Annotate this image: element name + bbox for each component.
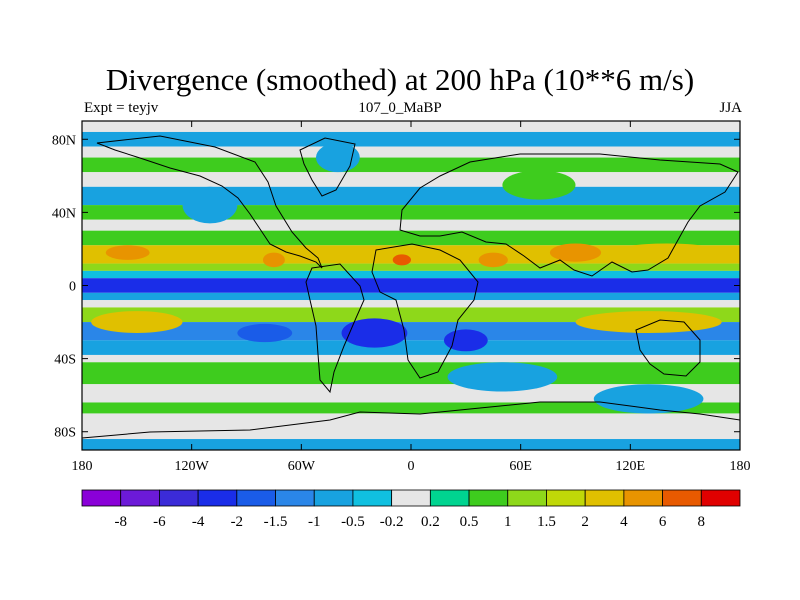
colorbar-swatch-8 bbox=[391, 489, 431, 507]
feature-2 bbox=[392, 254, 411, 266]
colorbar-label: -4 bbox=[192, 514, 205, 530]
y-tick-label: 40N bbox=[52, 206, 76, 221]
band-18 bbox=[82, 354, 740, 363]
band-5 bbox=[82, 186, 740, 206]
coast-north-america bbox=[96, 135, 323, 269]
band-6 bbox=[82, 205, 740, 220]
feature-3 bbox=[478, 252, 508, 268]
colorbar-swatch-13 bbox=[584, 489, 625, 507]
coast-africa bbox=[371, 243, 479, 379]
colorbar-label: 1.5 bbox=[537, 514, 556, 530]
feature-13 bbox=[182, 186, 238, 224]
colorbar-swatch-15 bbox=[662, 489, 702, 507]
band-1 bbox=[82, 131, 740, 147]
field-bands bbox=[82, 121, 740, 450]
colorbar-label: -1 bbox=[308, 514, 321, 530]
feature-6 bbox=[91, 311, 183, 334]
run-label: 107_0_MaBP bbox=[358, 100, 442, 116]
season-label: JJA bbox=[719, 100, 742, 116]
colorbar-swatch-14 bbox=[623, 489, 663, 507]
x-tick-label: 180 bbox=[72, 459, 93, 474]
colorbar-label: 6 bbox=[659, 514, 667, 530]
x-tick-label: 60W bbox=[288, 459, 316, 474]
colorbar-swatch-5 bbox=[275, 489, 315, 507]
feature-14 bbox=[502, 170, 576, 200]
colorbar-swatch-16 bbox=[700, 489, 741, 507]
colorbar-label: -2 bbox=[231, 514, 244, 530]
feature-4 bbox=[549, 243, 602, 262]
x-tick-label: 0 bbox=[408, 459, 415, 474]
experiment-label: Expt = teyjv bbox=[84, 100, 159, 116]
colorbar-label: 1 bbox=[504, 514, 512, 530]
feature-7 bbox=[575, 311, 722, 334]
x-axis: 180 120W 60W 0 60E 120E 180 bbox=[72, 121, 751, 474]
band-13 bbox=[82, 292, 740, 301]
band-21 bbox=[82, 402, 740, 414]
colorbar-swatch-4 bbox=[236, 489, 276, 507]
colorbar-swatch-6 bbox=[313, 489, 354, 507]
band-3 bbox=[82, 157, 740, 173]
coastlines bbox=[82, 135, 740, 439]
coast-antarctica bbox=[82, 401, 740, 439]
y-axis: 80N 40N 0 40S 80S bbox=[52, 133, 740, 441]
field-features bbox=[91, 142, 722, 414]
colorbar-swatch-2 bbox=[159, 489, 199, 507]
y-tick-label: 80N bbox=[52, 133, 76, 148]
feature-0 bbox=[105, 245, 150, 260]
colorbar-label: -1.5 bbox=[264, 514, 288, 530]
colorbar-label: 4 bbox=[620, 514, 628, 530]
colorbar-label: 8 bbox=[698, 514, 706, 530]
band-14 bbox=[82, 300, 740, 308]
band-11 bbox=[82, 270, 740, 279]
coast-australia bbox=[635, 319, 701, 377]
coast-south-america bbox=[305, 263, 365, 394]
colorbar-label: -8 bbox=[114, 514, 127, 530]
band-10 bbox=[82, 263, 740, 271]
feature-15 bbox=[315, 142, 360, 173]
y-tick-label: 80S bbox=[54, 426, 76, 441]
colorbar-swatch-9 bbox=[429, 489, 470, 507]
band-8 bbox=[82, 230, 740, 246]
feature-12 bbox=[593, 384, 704, 414]
feature-5 bbox=[612, 243, 722, 262]
band-7 bbox=[82, 219, 740, 231]
colorbar-swatch-0 bbox=[81, 489, 122, 507]
colorbar-label: -6 bbox=[153, 514, 166, 530]
x-tick-label: 120W bbox=[175, 459, 210, 474]
y-tick-label: 40S bbox=[54, 353, 76, 368]
colorbar: -8 -6 -4 -2 -1.5 -1 -0.5 -0.2 0.2 0.5 1 1.5 2 4 6 8 bbox=[81, 489, 741, 530]
band-4 bbox=[82, 172, 740, 187]
y-tick-label: 0 bbox=[69, 280, 76, 295]
colorbar-swatch-12 bbox=[546, 489, 586, 507]
colorbar-swatch-10 bbox=[468, 489, 509, 507]
colorbar-swatch-11 bbox=[507, 489, 547, 507]
feature-1 bbox=[262, 252, 285, 268]
colorbar-label: 2 bbox=[581, 514, 589, 530]
feature-8 bbox=[341, 318, 408, 348]
colorbar-label: 0.5 bbox=[460, 514, 479, 530]
feature-11 bbox=[447, 362, 558, 392]
colorbar-swatch-3 bbox=[197, 489, 238, 507]
band-12 bbox=[82, 278, 740, 293]
coast-eurasia bbox=[399, 153, 739, 277]
x-tick-label: 180 bbox=[730, 459, 751, 474]
colorbar-label: -0.2 bbox=[380, 514, 404, 530]
colorbar-label: -0.5 bbox=[341, 514, 365, 530]
chart-title: Divergence (smoothed) at 200 hPa (10**6 … bbox=[105, 62, 695, 97]
band-15 bbox=[82, 307, 740, 323]
band-22 bbox=[82, 413, 740, 440]
colorbar-swatch-1 bbox=[120, 489, 160, 507]
coast-greenland bbox=[299, 137, 356, 197]
band-19 bbox=[82, 362, 740, 385]
band-17 bbox=[82, 340, 740, 355]
band-2 bbox=[82, 146, 740, 158]
x-tick-label: 60E bbox=[509, 459, 532, 474]
feature-10 bbox=[237, 323, 293, 343]
band-20 bbox=[82, 384, 740, 403]
x-tick-label: 120E bbox=[616, 459, 646, 474]
colorbar-label: 0.2 bbox=[421, 514, 440, 530]
colorbar-swatch-7 bbox=[352, 489, 393, 507]
